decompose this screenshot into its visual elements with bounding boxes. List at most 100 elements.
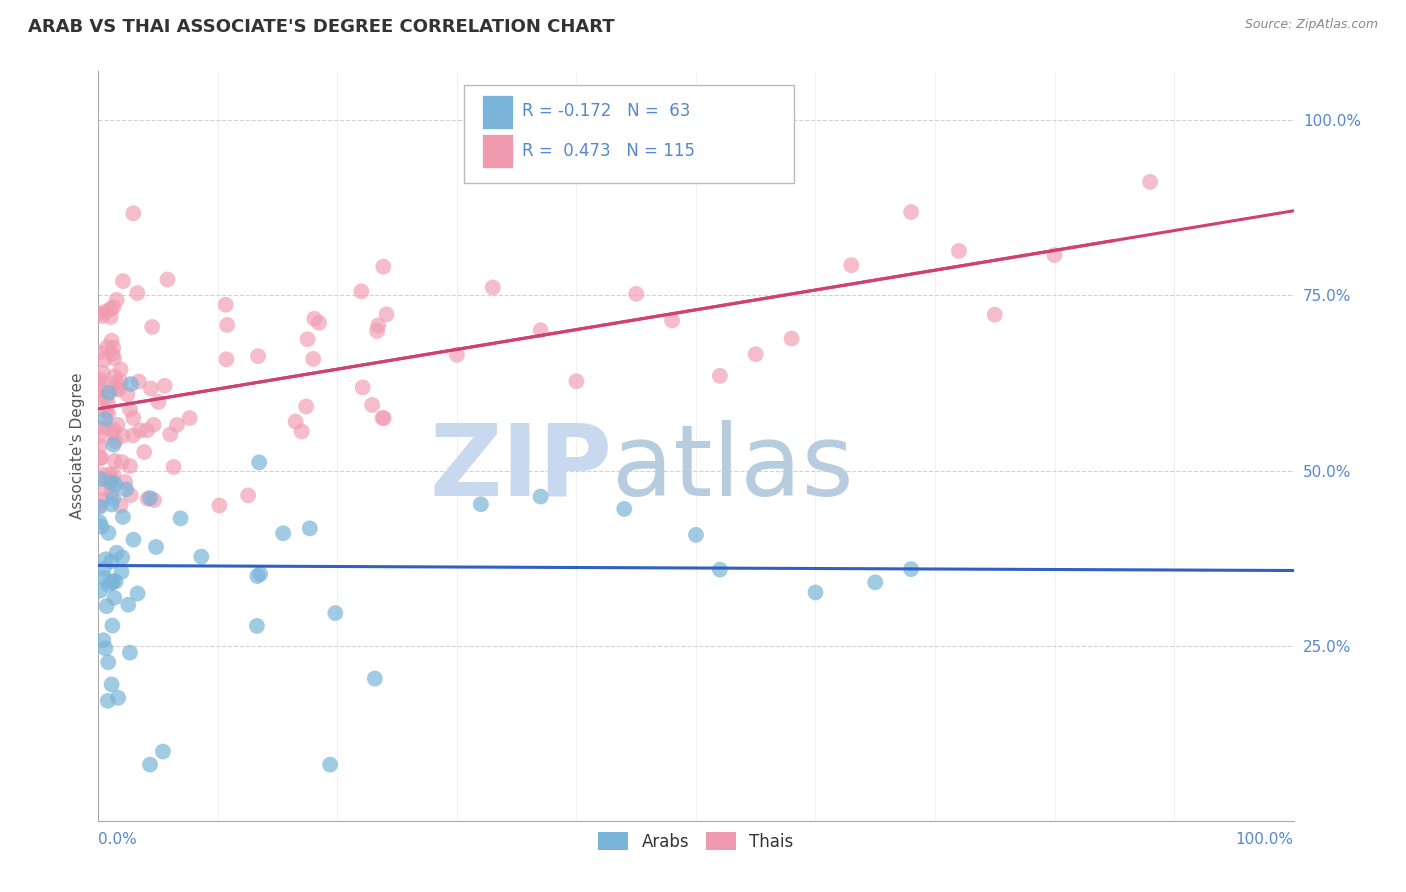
Point [93,571,115,585]
Point [166,417,188,432]
Point [118,646,141,660]
Point [375,307,398,321]
Point [249,566,271,581]
Point [128,375,150,389]
Point [148,395,170,409]
Point [122,428,145,442]
Point [152,745,174,759]
Point [685,528,707,542]
Point [122,533,145,547]
Point [565,374,588,388]
Point [215,352,238,367]
Point [129,424,152,438]
Point [94,304,117,318]
Legend: Arabs, Thais: Arabs, Thais [592,826,800,857]
Point [93,562,115,576]
Point [295,400,318,414]
Y-axis label: Associate's Degree: Associate's Degree [69,373,84,519]
Point [208,499,231,513]
Point [101,574,124,589]
Point [103,341,125,355]
Point [89,499,111,513]
Point [105,546,128,560]
Point [90,376,112,391]
Point [247,455,270,469]
Point [127,586,149,600]
Point [900,205,922,219]
Point [105,376,128,390]
Point [100,301,122,316]
Point [1043,248,1066,262]
Text: R =  0.473   N = 115: R = 0.473 N = 115 [522,142,695,160]
Text: 0.0%: 0.0% [98,832,138,847]
Point [100,475,122,490]
Point [101,575,124,590]
Point [446,348,468,362]
Point [104,574,127,589]
Point [110,565,132,579]
Point [105,293,128,307]
Point [96,421,118,435]
Point [91,366,114,380]
Point [103,437,125,451]
Text: Source: ZipAtlas.com: Source: ZipAtlas.com [1244,18,1378,31]
Point [215,298,238,312]
Point [179,411,201,425]
Point [118,402,141,417]
Point [103,351,125,365]
Point [107,383,129,397]
Point [101,618,124,632]
Point [104,454,127,468]
Point [90,383,112,397]
Text: 100.0%: 100.0% [1236,832,1294,847]
Point [118,458,141,473]
Point [156,272,179,286]
Point [142,417,165,432]
Point [105,382,128,396]
Point [89,421,111,435]
Point [297,332,319,346]
Point [97,577,120,591]
Text: atlas: atlas [613,420,853,517]
Point [93,352,115,367]
Point [841,258,863,272]
Point [89,439,111,453]
Point [190,549,212,564]
Point [111,510,134,524]
Point [319,757,342,772]
Point [104,477,127,491]
Point [96,473,118,487]
Text: R = -0.172   N =  63: R = -0.172 N = 63 [522,103,690,120]
Point [246,569,269,583]
Point [366,324,388,338]
Point [247,349,270,363]
Point [89,306,111,320]
Text: ARAB VS THAI ASSOCIATE'S DEGREE CORRELATION CHART: ARAB VS THAI ASSOCIATE'S DEGREE CORRELAT… [28,18,614,36]
Point [93,483,115,497]
Point [139,757,162,772]
Point [96,340,118,354]
Point [89,429,111,443]
Point [103,491,125,506]
Point [97,694,120,708]
Point [298,521,321,535]
Point [139,491,162,505]
Point [96,599,118,614]
Point [91,493,114,508]
Point [481,280,505,294]
Point [136,491,159,506]
Point [661,313,683,327]
Point [103,369,125,384]
Point [100,473,122,487]
Point [94,412,117,426]
Point [89,583,111,598]
Point [110,499,132,513]
Point [111,455,134,469]
Point [373,260,395,274]
Point [804,585,827,599]
Point [143,493,166,508]
Point [103,591,125,605]
Point [948,244,970,258]
Point [97,407,120,421]
Point [89,500,111,514]
